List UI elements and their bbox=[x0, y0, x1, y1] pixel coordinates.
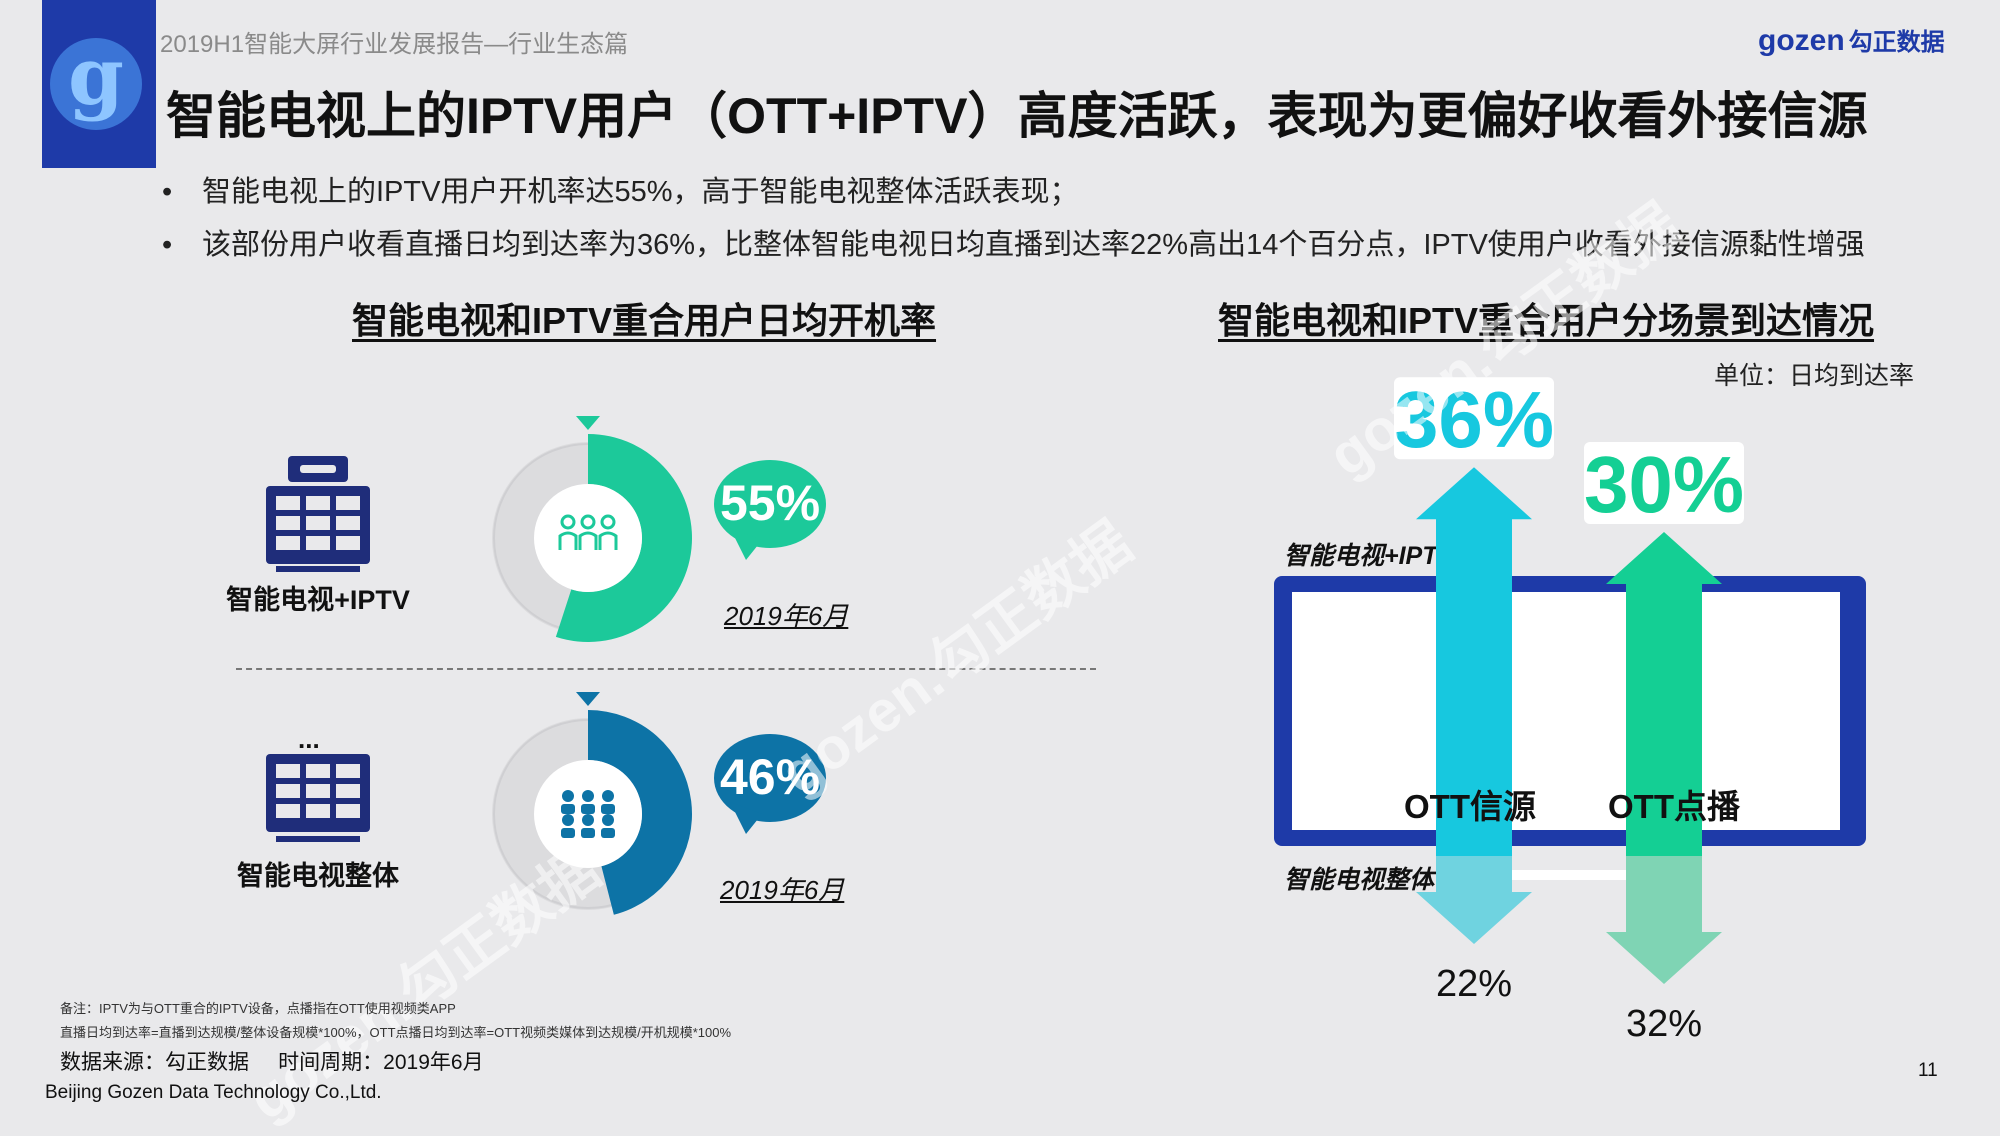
arrow-up-ott-vod bbox=[1606, 532, 1722, 856]
report-name: 2019H1智能大屏行业发展报告—行业生态篇 bbox=[160, 31, 629, 58]
screen-label-bottom: 智能电视整体 bbox=[1284, 866, 1435, 894]
row1-date: 2019年6月 bbox=[724, 601, 849, 631]
row2-label: 智能电视整体 bbox=[237, 861, 399, 891]
value-card bbox=[1584, 442, 1744, 524]
row2-date: 2019年6月 bbox=[720, 875, 845, 905]
top-value-label: 30% bbox=[1584, 440, 1744, 529]
ellipsis: ... bbox=[298, 724, 320, 754]
value-bubble-1: 55% bbox=[714, 460, 826, 560]
tv-screen bbox=[1292, 592, 1840, 830]
bottom-value-label: 32% bbox=[1626, 1003, 1702, 1045]
page-number: 11 bbox=[1918, 1060, 1938, 1081]
brand-logo: gozen 勾正数据 bbox=[1758, 22, 1945, 58]
bullet-2: • 该部份用户收看直播日均到达率为36%，比整体智能电视日均直播到达率22%高出1… bbox=[162, 229, 1865, 261]
gozen-logo-icon: g bbox=[50, 29, 142, 130]
bottom-value-label: 22% bbox=[1436, 963, 1512, 1005]
bullet-text: 智能电视上的IPTV用户开机率达55%，高于智能电视整体活跃表现； bbox=[202, 176, 1079, 208]
bullet-1: • 智能电视上的IPTV用户开机率达55%，高于智能电视整体活跃表现； bbox=[162, 176, 1079, 208]
company-name: Beijing Gozen Data Technology Co.,Ltd. bbox=[45, 1082, 382, 1103]
tv-stand bbox=[1484, 870, 1634, 880]
screen-label-top: 智能电视+IPTV bbox=[1284, 542, 1455, 570]
top-value-label: 36% bbox=[1394, 375, 1554, 464]
brand-name-cn: 勾正数据 bbox=[1848, 29, 1945, 56]
footnote-line-1: 备注：IPTV为与OTT重合的IPTV设备，点播指在OTT使用视频类APP bbox=[60, 1001, 456, 1016]
set-top-box-icon bbox=[266, 456, 370, 572]
donut-center bbox=[534, 484, 642, 592]
value-bubble-2: 46% bbox=[714, 734, 826, 834]
data-source: 数据来源：勾正数据 时间周期：2019年6月 bbox=[60, 1051, 484, 1074]
arrow-down-ott-vod bbox=[1606, 856, 1722, 984]
people-group-icon bbox=[561, 790, 615, 838]
brand-name: gozen bbox=[1758, 24, 1845, 57]
divider bbox=[236, 668, 1096, 670]
donut-arc bbox=[588, 710, 693, 915]
arrow-down-ott-source bbox=[1416, 856, 1532, 944]
donut-chart-2 bbox=[492, 692, 693, 915]
right-chart-title: 智能电视和IPTV重合用户分场景到达情况 bbox=[1218, 300, 1875, 341]
footnote-line-2: 直播日均到达率=直播到达规模/整体设备规模*100%，OTT点播日均到达率=OT… bbox=[60, 1025, 732, 1040]
donut-chart-1 bbox=[492, 416, 692, 642]
page-title: 智能电视上的IPTV用户（OTT+IPTV）高度活跃，表现为更偏好收看外接信源 bbox=[166, 88, 1868, 144]
arrow-label-ott-source: OTT信源 bbox=[1404, 788, 1536, 825]
arrow-label-ott-vod: OTT点播 bbox=[1608, 788, 1740, 825]
row1-label: 智能电视+IPTV bbox=[226, 585, 410, 615]
bullet-text: 该部份用户收看直播日均到达率为36%，比整体智能电视日均直播到达率22%高出14… bbox=[202, 229, 1865, 261]
pointer-triangle bbox=[576, 416, 600, 430]
unit-label: 单位：日均到达率 bbox=[1714, 362, 1915, 390]
logo-block: g bbox=[42, 0, 156, 168]
svg-text:g: g bbox=[68, 29, 124, 123]
bubble-value: 46% bbox=[720, 749, 820, 805]
value-card bbox=[1394, 377, 1554, 460]
arrow-up-ott-source bbox=[1416, 467, 1532, 856]
tv-grid-icon bbox=[266, 754, 370, 842]
bubble-value: 55% bbox=[720, 475, 820, 531]
left-chart-title: 智能电视和IPTV重合用户日均开机率 bbox=[352, 300, 937, 341]
donut-arc bbox=[555, 434, 692, 642]
people-outline-icon bbox=[558, 514, 618, 550]
pointer-triangle bbox=[576, 692, 600, 706]
